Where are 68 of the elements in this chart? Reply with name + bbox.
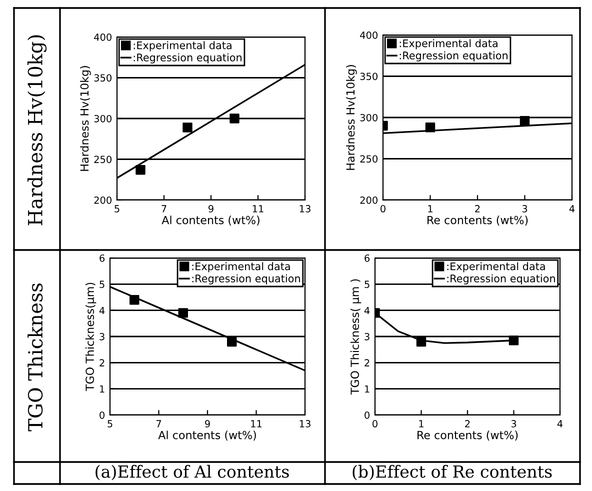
point [178,308,188,318]
x-tick-label: 4 [557,420,563,428]
point [136,164,146,175]
x-tick-label: 13 [300,420,310,428]
y-tick-label: 350 [94,74,112,82]
x-tick-label: 2 [475,205,480,212]
x-tick-label: 1 [419,420,424,428]
y-axis-title: TGO Thickness( μm ) [350,279,362,395]
point [230,114,240,124]
y-tick-label: 400 [360,31,378,39]
y-tick-label: 5 [100,280,104,288]
y-tick-label: 6 [364,254,370,262]
x-tick-label: 0 [380,205,386,212]
point [182,122,192,132]
y-tick-label: 300 [360,114,378,122]
y-tick-label: 2 [100,359,104,366]
legend-label: :Experimental data [192,262,290,272]
y-tick-label: 250 [360,155,378,163]
text: (b)Effect of Re contents [352,464,552,480]
legend-label: :Experimental data [134,41,232,52]
y-tick-label: 200 [94,196,112,204]
y-tick-label: 200 [360,196,378,204]
y-tick-label: 350 [360,72,378,80]
x-tick-label: 11 [251,420,262,428]
text: (a)Effect of Al contents [96,464,289,480]
x-tick-label: 3 [511,420,516,428]
x-axis-title: Re contents (wt%) [428,216,528,226]
legend-label: :Regression equation [134,53,242,64]
x-tick-label: 1 [428,205,432,212]
x-tick-label: 11 [252,205,264,212]
y-tick-label: 0 [100,411,104,419]
y-tick-label: 4 [364,306,370,314]
legend-label: :Regression equation [400,51,508,62]
legend-label: :Experimental data [400,39,498,50]
y-tick-label: 5 [364,280,370,288]
x-tick-label: 7 [162,205,166,212]
y-tick-label: 250 [94,156,112,164]
y-tick-label: 3 [100,332,104,340]
x-tick-label: 7 [156,420,162,428]
y-axis-title: TGO Thickness(μm) [85,282,96,392]
y-tick-label: 300 [94,114,112,122]
x-tick-label: 13 [300,205,310,212]
x-tick-label: 9 [205,420,210,428]
x-tick-label: 4 [569,205,575,212]
legend-label: :Regression equation [447,274,555,284]
x-axis-title: Al contents (wt%) [162,216,260,226]
y-axis-title: Hardness Hv(10kg) [346,65,357,170]
y-tick-label: 1 [100,385,104,393]
x-tick-label: 5 [114,205,120,212]
y-tick-label: 4 [99,306,105,314]
y-axis-title: Hardness Hv(10kg) [80,66,91,171]
y-tick-label: 1 [365,385,370,393]
legend-label: :Experimental data [447,262,545,272]
x-tick-label: 3 [522,205,528,212]
y-tick-label: 3 [364,332,370,340]
text: Hardness Hv(10kg) [27,35,47,226]
y-tick-label: 6 [100,254,105,262]
x-axis-title: Al contents (wt%) [158,430,256,441]
point [130,295,140,305]
y-tick-label: 0 [364,411,370,419]
legend-label: :Regression equation [192,274,300,284]
x-axis-title: Re contents (wt%) [418,430,518,441]
point [227,336,237,347]
text: TGO Thickness [28,284,43,432]
y-tick-label: 400 [94,33,112,41]
x-tick-label: 2 [465,420,470,428]
x-tick-label: 9 [208,205,214,212]
y-tick-label: 2 [364,359,370,366]
